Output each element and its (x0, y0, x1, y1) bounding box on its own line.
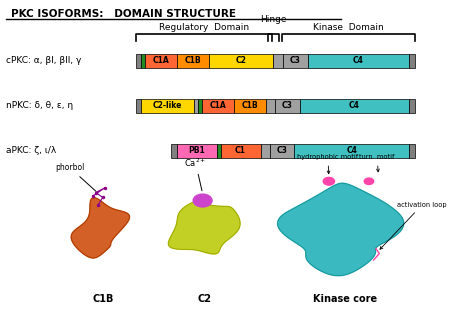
Text: C4: C4 (346, 146, 357, 155)
Text: C1B: C1B (241, 101, 258, 110)
Text: turn  motif: turn motif (359, 155, 395, 172)
Text: C1A: C1A (153, 56, 170, 65)
Bar (171, 144, 177, 158)
Circle shape (323, 178, 335, 185)
Text: PKC ISOFORMS:   DOMAIN STRUCTURE: PKC ISOFORMS: DOMAIN STRUCTURE (11, 9, 236, 19)
Text: Kinase  Domain: Kinase Domain (313, 23, 383, 31)
Text: nPKC: δ, θ, ε, η: nPKC: δ, θ, ε, η (6, 101, 73, 110)
Circle shape (364, 178, 374, 184)
Bar (294, 144, 409, 158)
Text: C2: C2 (197, 294, 211, 304)
Bar (308, 53, 409, 68)
Bar (234, 98, 266, 113)
Text: Hinge: Hinge (261, 15, 287, 24)
Bar (177, 53, 209, 68)
Bar (273, 53, 283, 68)
Bar (198, 98, 201, 113)
Bar (409, 144, 415, 158)
Polygon shape (71, 198, 129, 258)
Bar (136, 53, 141, 68)
Bar (217, 144, 220, 158)
Text: C3: C3 (290, 56, 301, 65)
Bar (141, 53, 145, 68)
Bar (409, 53, 415, 68)
Bar (409, 98, 415, 113)
Bar (220, 144, 261, 158)
Bar (266, 98, 275, 113)
Bar (194, 98, 198, 113)
Text: phorbol: phorbol (55, 163, 96, 191)
Text: Ca$^{2+}$: Ca$^{2+}$ (184, 156, 207, 191)
Text: aPKC: ζ, ι/λ: aPKC: ζ, ι/λ (6, 146, 56, 155)
Text: activation loop: activation loop (380, 202, 447, 249)
Text: C3: C3 (282, 101, 293, 110)
Bar (283, 53, 308, 68)
Bar (145, 53, 177, 68)
Circle shape (193, 194, 212, 207)
Polygon shape (168, 202, 240, 254)
Text: PB1: PB1 (188, 146, 205, 155)
Bar (300, 98, 409, 113)
Bar (261, 144, 270, 158)
Polygon shape (278, 183, 404, 276)
Text: C4: C4 (353, 56, 364, 65)
Bar (201, 98, 234, 113)
Text: C4: C4 (349, 101, 360, 110)
Bar (270, 144, 294, 158)
Text: C2: C2 (236, 56, 246, 65)
Text: C3: C3 (277, 146, 288, 155)
Text: cPKC: α, βI, βII, γ: cPKC: α, βI, βII, γ (6, 56, 82, 65)
Bar (177, 144, 217, 158)
Bar (209, 53, 273, 68)
Text: Regulatory  Domain: Regulatory Domain (159, 23, 249, 31)
Text: C1B: C1B (92, 294, 113, 304)
Bar (136, 98, 141, 113)
Text: C1: C1 (235, 146, 246, 155)
Bar (275, 98, 300, 113)
Text: Kinase core: Kinase core (313, 294, 377, 304)
Text: C2-like: C2-like (153, 101, 182, 110)
Text: C1A: C1A (210, 101, 226, 110)
Bar (141, 98, 194, 113)
Text: C1B: C1B (185, 56, 201, 65)
Text: hydrophobic motif: hydrophobic motif (297, 155, 358, 174)
